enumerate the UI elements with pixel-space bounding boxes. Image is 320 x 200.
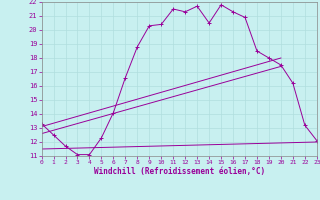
X-axis label: Windchill (Refroidissement éolien,°C): Windchill (Refroidissement éolien,°C) bbox=[94, 167, 265, 176]
